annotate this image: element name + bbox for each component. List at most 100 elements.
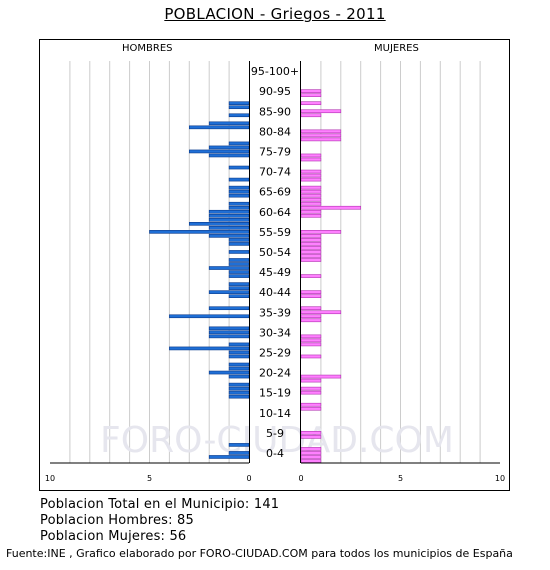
- female-bar: [300, 93, 322, 97]
- age-group-label: 10-14: [259, 407, 291, 420]
- female-bar: [300, 274, 322, 278]
- male-bar: [208, 226, 250, 230]
- female-bar: [300, 137, 342, 142]
- female-bar: [300, 205, 362, 210]
- female-bar: [300, 455, 322, 459]
- male-bar: [228, 189, 250, 194]
- female-bar: [300, 254, 322, 258]
- female-bar: [300, 378, 322, 383]
- male-bar: [228, 177, 250, 182]
- male-bar: [228, 386, 250, 391]
- female-bar: [300, 109, 342, 114]
- female-bar: [300, 435, 322, 439]
- male-bar: [228, 238, 250, 242]
- male-bar: [208, 370, 250, 375]
- male-bar: [208, 330, 250, 335]
- age-group-label: 40-44: [259, 286, 291, 299]
- chart-frame: [39, 39, 510, 491]
- source-note: Fuente:INE , Grafico elaborado por FORO-…: [6, 547, 513, 560]
- men-panel-label: HOMBRES: [122, 43, 173, 54]
- male-bar: [228, 362, 250, 367]
- male-bar: [208, 121, 250, 126]
- male-bar: [228, 201, 250, 206]
- female-bar: [300, 431, 322, 435]
- female-bar: [300, 113, 322, 118]
- age-group-label: 75-79: [259, 145, 291, 158]
- female-bar: [300, 451, 322, 455]
- male-bar: [228, 451, 250, 455]
- female-bar: [300, 201, 322, 206]
- male-bar: [228, 374, 250, 379]
- age-group-label: 55-59: [259, 226, 291, 239]
- chart-title: POBLACION - Griegos - 2011: [164, 5, 386, 23]
- female-bar: [300, 447, 322, 451]
- female-bar: [300, 89, 322, 93]
- female-bar: [300, 133, 342, 138]
- female-bar: [300, 197, 322, 202]
- age-group-label: 85-90: [259, 105, 291, 118]
- female-bar: [300, 314, 322, 319]
- male-bar: [228, 443, 250, 447]
- female-bar: [300, 294, 322, 298]
- male-bar: [189, 125, 250, 130]
- male-bar: [228, 262, 250, 266]
- male-bar: [189, 222, 250, 226]
- female-bar: [300, 250, 322, 254]
- female-bar: [300, 209, 322, 214]
- female-bar: [300, 390, 322, 395]
- watermark: FORO-CIUDAD.COM: [100, 420, 454, 461]
- female-bar: [300, 238, 322, 242]
- female-bar: [300, 402, 322, 407]
- men-x-tick-label: 0: [246, 474, 251, 483]
- male-bar: [208, 455, 250, 459]
- male-bar: [228, 105, 250, 110]
- male-bar: [208, 153, 250, 158]
- male-bar: [228, 394, 250, 399]
- population-pyramid: FORO-CIUDAD.COM 95-100+ 90-95 85-90 80-84 75-…: [45, 61, 505, 483]
- female-bar: [300, 386, 322, 391]
- age-group-label: 60-64: [259, 206, 291, 219]
- female-bar: [300, 153, 322, 158]
- male-bar: [208, 213, 250, 218]
- female-bar: [300, 290, 322, 294]
- male-bar: [228, 258, 250, 262]
- male-bar: [228, 113, 250, 118]
- male-bar: [228, 294, 250, 298]
- male-bar: [228, 205, 250, 210]
- age-group-label: 70-74: [259, 166, 291, 179]
- male-bar: [228, 250, 250, 254]
- female-bar: [300, 129, 342, 134]
- male-bar: [228, 286, 250, 290]
- female-bar: [300, 342, 322, 347]
- women-x-tick-label: 0: [298, 474, 303, 483]
- age-group-label: 90-95: [259, 85, 291, 98]
- men-x-tick-label: 5: [147, 474, 152, 483]
- age-group-label: 45-49: [259, 266, 291, 279]
- male-bar: [228, 101, 250, 106]
- female-bar: [300, 242, 322, 246]
- male-bar: [228, 366, 250, 371]
- female-bar: [300, 189, 322, 194]
- age-group-label: 15-19: [259, 387, 291, 400]
- female-bar: [300, 354, 322, 359]
- male-bar: [228, 274, 250, 278]
- female-bar: [300, 459, 322, 463]
- age-group-label: 50-54: [259, 246, 291, 259]
- male-bar: [189, 149, 250, 154]
- female-bar: [300, 374, 342, 379]
- male-bar: [208, 217, 250, 222]
- female-bar: [300, 193, 322, 198]
- male-bar: [208, 306, 250, 311]
- male-bar: [228, 165, 250, 170]
- male-bar: [208, 266, 250, 270]
- female-bar: [300, 185, 322, 190]
- female-bar: [300, 177, 322, 182]
- male-bar: [169, 346, 250, 351]
- female-bar: [300, 338, 322, 343]
- age-group-label: 65-69: [259, 186, 291, 199]
- men-x-tick-label: 10: [45, 474, 55, 483]
- female-bar: [300, 234, 322, 238]
- age-group-label: 95-100+: [251, 65, 299, 78]
- male-bar: [208, 145, 250, 150]
- male-bar: [228, 193, 250, 198]
